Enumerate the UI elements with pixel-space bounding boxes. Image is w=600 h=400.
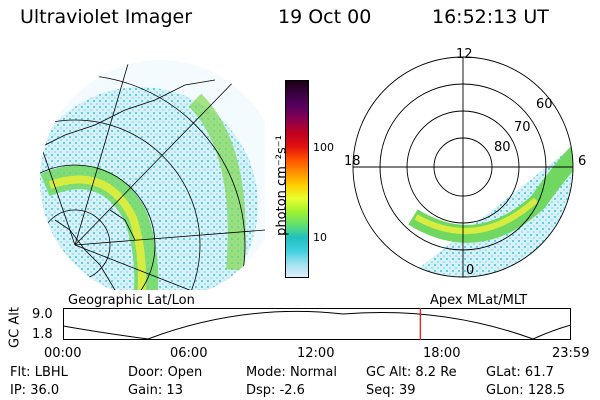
status-gc-alt: GC Alt: 8.2 Re bbox=[366, 365, 457, 380]
timeline-ytick-bottom: 1.8 bbox=[32, 327, 53, 342]
status-ip: IP: 36.0 bbox=[10, 383, 60, 398]
colorbar bbox=[285, 80, 309, 278]
status-flt: Flt: LBHL bbox=[10, 365, 68, 380]
timeline-xtick-1: 06:00 bbox=[170, 346, 208, 361]
polar-plot bbox=[352, 56, 574, 278]
mlt-label-18: 18 bbox=[344, 154, 361, 169]
timeline-xtick-0: 00:00 bbox=[44, 346, 82, 361]
status-mode: Mode: Normal bbox=[246, 365, 337, 380]
timeline-ytick-top: 9.0 bbox=[32, 307, 53, 322]
right-panel-caption: Apex MLat/MLT bbox=[430, 293, 528, 308]
left-panel-caption: Geographic Lat/Lon bbox=[68, 293, 195, 308]
timeline-plot bbox=[63, 308, 571, 340]
mlt-label-6: 6 bbox=[578, 154, 587, 169]
timeline-xtick-2: 12:00 bbox=[297, 346, 335, 361]
colorbar-tick-10: 10 bbox=[313, 231, 327, 244]
lat-label-80: 80 bbox=[494, 140, 511, 155]
colorbar-tick-100: 100 bbox=[313, 141, 334, 154]
coastlines bbox=[40, 79, 216, 290]
status-gain: Gain: 13 bbox=[128, 383, 183, 398]
lat-label-60: 60 bbox=[536, 97, 553, 112]
timeline-xtick-3: 18:00 bbox=[423, 346, 461, 361]
date-label: 19 Oct 00 bbox=[278, 6, 372, 28]
status-glat: GLat: 61.7 bbox=[486, 365, 554, 380]
status-dsp: Dsp: -2.6 bbox=[246, 383, 305, 398]
app-title: Ultraviolet Imager bbox=[20, 6, 193, 28]
status-seq: Seq: 39 bbox=[366, 383, 416, 398]
geographic-image bbox=[40, 60, 265, 290]
timeline-axis-label: GC Alt bbox=[7, 307, 23, 348]
time-label: 16:52:13 UT bbox=[432, 6, 549, 28]
altitude-curve bbox=[63, 310, 571, 340]
mlt-label-12: 12 bbox=[456, 47, 473, 62]
polar-grid bbox=[352, 56, 574, 278]
status-door: Door: Open bbox=[128, 365, 203, 380]
lat-label-70: 70 bbox=[514, 120, 531, 135]
title-bar: Ultraviolet Imager 19 Oct 00 16:52:13 UT bbox=[0, 6, 600, 32]
timeline-xtick-4: 23:59 bbox=[552, 346, 590, 361]
mlt-label-0: 0 bbox=[466, 263, 475, 278]
colorbar-unit-label: photon cm⁻²s⁻¹ bbox=[274, 135, 290, 236]
status-glon: GLon: 128.5 bbox=[486, 383, 566, 398]
